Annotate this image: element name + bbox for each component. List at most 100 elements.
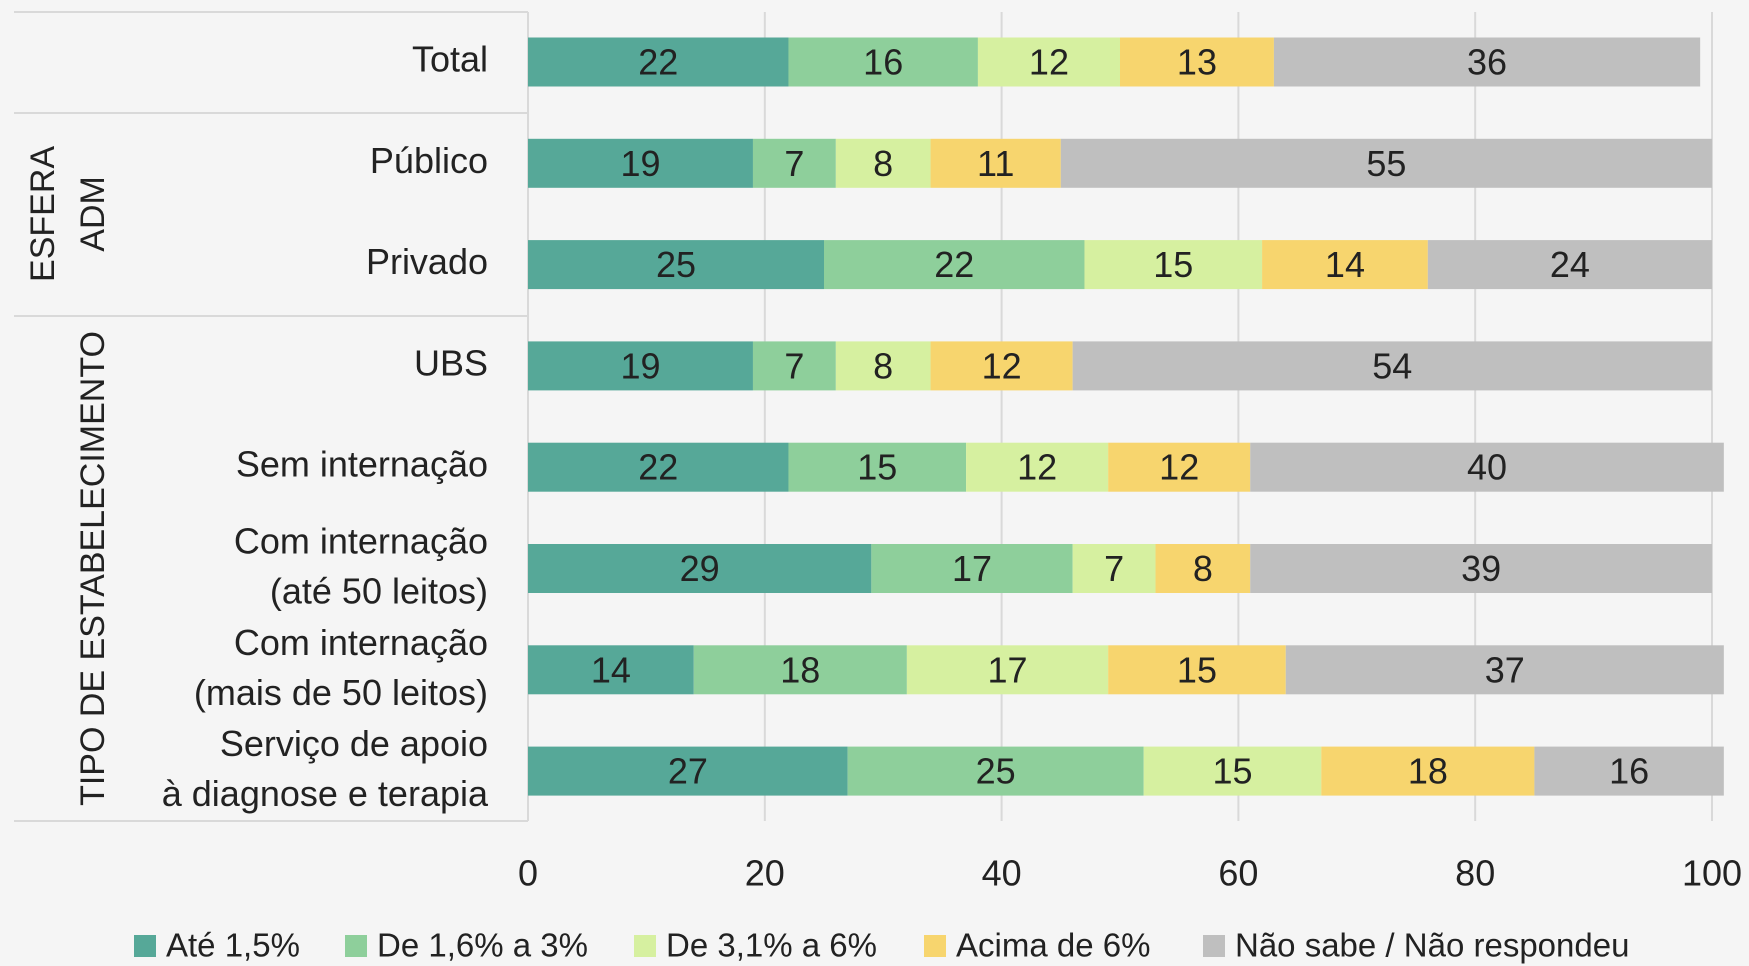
bar-segment: [528, 37, 789, 87]
bar-segment: [693, 645, 907, 695]
bar-segment: [1427, 240, 1712, 290]
legend-label: De 3,1% a 6%: [666, 927, 877, 964]
data-label: 22: [934, 244, 974, 285]
legend-swatch: [634, 935, 656, 957]
bar-segment: [1072, 341, 1712, 391]
y-tick-label: UBS: [414, 342, 488, 383]
x-tick-label: 60: [1218, 853, 1258, 894]
y-tick-label: Com internação (até 50 leitos): [234, 520, 488, 611]
data-label: 11: [977, 143, 1014, 184]
x-tick-label: 80: [1455, 853, 1495, 894]
bar-segment: [1143, 746, 1322, 796]
bar-segment: [528, 746, 848, 796]
data-label: 8: [873, 345, 893, 386]
bar-segment: [977, 37, 1120, 87]
bar-segment: [1321, 746, 1535, 796]
data-label: 8: [873, 143, 893, 184]
data-label: 29: [680, 548, 720, 589]
bar-segment: [847, 746, 1144, 796]
data-label: 22: [638, 447, 678, 488]
bar-segment: [835, 341, 931, 391]
bar-segment: [1273, 37, 1701, 87]
data-label: 54: [1372, 345, 1412, 386]
y-tick-label: Total: [412, 39, 488, 80]
data-label: 15: [857, 447, 897, 488]
data-label: 39: [1461, 548, 1501, 589]
data-label: 19: [620, 345, 660, 386]
group-label: TIPO DE ESTABELECIMENTO: [74, 331, 112, 806]
legend: Até 1,5% De 1,6% a 3% De 3,1% a 6% Acima de…: [134, 927, 1629, 964]
data-label: 16: [863, 42, 903, 83]
y-tick-label: Público: [370, 140, 488, 181]
data-label: 24: [1550, 244, 1590, 285]
x-tick-label: 40: [982, 853, 1022, 894]
data-label: 18: [780, 649, 820, 690]
data-label: 8: [1193, 548, 1213, 589]
bar-segment: [788, 37, 978, 87]
y-tick-label: Serviço de apoio à diagnose e terapia: [162, 723, 489, 814]
data-label: 12: [1029, 42, 1069, 83]
x-tick-label: 20: [745, 853, 785, 894]
bar-segment: [1155, 544, 1251, 593]
bar-segment: [1262, 240, 1428, 290]
bar-segment: [930, 138, 1061, 188]
bar-segment: [528, 544, 872, 593]
y-tick-label: Com internação (mais de 50 leitos): [194, 621, 488, 712]
data-label: 55: [1366, 143, 1406, 184]
y-tick-label: Privado: [366, 241, 488, 282]
data-label: 19: [620, 143, 660, 184]
legend-label: Não sabe / Não respondeu: [1235, 927, 1629, 964]
data-label: 16: [1609, 751, 1649, 792]
legend-swatch: [345, 935, 367, 957]
data-label: 15: [1177, 649, 1217, 690]
bar-segment: [1108, 442, 1251, 492]
bar-segment: [824, 240, 1085, 290]
bar-segment: [1108, 645, 1286, 695]
bar-segment: [1250, 544, 1712, 593]
data-label: 40: [1467, 447, 1507, 488]
legend-swatch: [134, 935, 156, 957]
data-label: 37: [1485, 649, 1525, 690]
bar-segment: [528, 442, 789, 492]
data-label: 17: [987, 649, 1027, 690]
bar-segment: [906, 645, 1109, 695]
bar-segment: [966, 442, 1109, 492]
legend-label: De 1,6% a 3%: [377, 927, 588, 964]
data-label: 14: [591, 649, 631, 690]
legend-label: Acima de 6%: [956, 927, 1150, 964]
data-label: 25: [976, 751, 1016, 792]
data-label: 12: [1017, 447, 1057, 488]
data-label: 7: [784, 143, 804, 184]
data-label: 13: [1177, 42, 1217, 83]
bar-segment: [1285, 645, 1724, 695]
bar-segment: [528, 645, 694, 695]
bar-segment: [528, 138, 753, 188]
legend-label: Até 1,5%: [166, 927, 300, 964]
bar-segment: [528, 240, 824, 290]
data-label: 15: [1153, 244, 1193, 285]
x-tick-label: 100: [1682, 853, 1742, 894]
data-label: 7: [1104, 548, 1124, 589]
data-label: 12: [1159, 447, 1199, 488]
data-label: 14: [1325, 244, 1365, 285]
legend-swatch: [924, 935, 946, 957]
data-label: 18: [1408, 751, 1448, 792]
data-label: 15: [1212, 751, 1252, 792]
bar-segment: [835, 138, 931, 188]
bar-segment: [752, 341, 836, 391]
data-label: 7: [784, 345, 804, 386]
data-label: 27: [668, 751, 708, 792]
data-label: 12: [982, 345, 1022, 386]
bar-segment: [1084, 240, 1263, 290]
bar-segment: [1534, 746, 1724, 796]
bar-segment: [1120, 37, 1274, 87]
group-label: ESFERA ADM: [24, 146, 112, 282]
bar-segment: [788, 442, 967, 492]
bar-segment: [930, 341, 1073, 391]
data-label: 36: [1467, 42, 1507, 83]
data-label: 25: [656, 244, 696, 285]
bar-segment: [871, 544, 1073, 593]
data-label: 22: [638, 42, 678, 83]
data-label: 17: [952, 548, 992, 589]
